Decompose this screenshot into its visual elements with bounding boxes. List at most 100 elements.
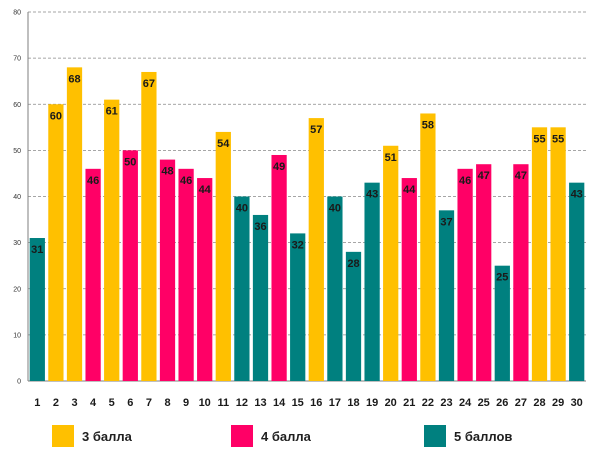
x-tick-label: 10	[199, 397, 211, 409]
x-tick-label: 25	[478, 397, 490, 409]
x-tick-label: 22	[422, 397, 434, 409]
bar	[197, 178, 213, 381]
bar	[29, 238, 45, 381]
data-label: 40	[236, 203, 248, 215]
x-tick-label: 1	[34, 397, 40, 409]
legend-swatch-5	[424, 425, 446, 447]
data-label: 36	[254, 221, 266, 233]
x-tick-label: 5	[109, 397, 115, 409]
bar	[85, 168, 101, 381]
x-tick-label: 21	[403, 397, 415, 409]
bar	[438, 210, 455, 381]
bar	[159, 159, 176, 381]
data-label: 55	[533, 133, 545, 145]
data-label: 40	[329, 203, 341, 215]
y-tick-label: 0	[17, 379, 21, 386]
bar	[569, 182, 585, 381]
x-tick-label: 14	[273, 397, 286, 409]
y-tick-label: 60	[13, 102, 21, 109]
y-tick-label: 70	[13, 56, 21, 63]
x-tick-label: 16	[310, 397, 322, 409]
data-label: 47	[478, 170, 490, 182]
legend-item-5: 5 баллов	[424, 424, 512, 448]
y-tick-label: 40	[13, 194, 21, 201]
bar	[383, 145, 399, 381]
x-tick-label: 23	[440, 397, 452, 409]
legend-label-4: 4 балла	[261, 428, 311, 444]
y-tick-label: 30	[13, 240, 21, 247]
bar	[494, 265, 510, 381]
legend-swatch-3	[52, 425, 74, 447]
data-label: 43	[366, 189, 378, 201]
bar	[66, 67, 83, 381]
data-label: 44	[199, 184, 212, 196]
data-label: 67	[143, 78, 155, 90]
data-label: 57	[310, 124, 322, 136]
x-tick-label: 30	[571, 397, 583, 409]
bar	[178, 168, 194, 381]
legend-label-3: 3 балла	[82, 428, 132, 444]
legend-item-3: 3 балла	[52, 424, 132, 448]
legend-label-5: 5 баллов	[454, 428, 513, 444]
bar	[513, 164, 529, 381]
y-tick-label: 80	[13, 10, 21, 17]
bar	[290, 233, 306, 381]
x-tick-label: 6	[127, 397, 133, 409]
data-label: 47	[515, 170, 527, 182]
data-label: 37	[440, 216, 452, 228]
x-tick-label: 4	[90, 397, 97, 409]
bar	[48, 104, 64, 381]
bar	[122, 150, 138, 381]
bar	[364, 182, 380, 381]
data-label: 46	[87, 175, 99, 187]
x-tick-label: 12	[236, 397, 248, 409]
bar	[308, 118, 324, 382]
data-label: 51	[385, 152, 397, 164]
x-tick-label: 18	[347, 397, 359, 409]
bar	[327, 196, 343, 381]
data-label: 46	[180, 175, 192, 187]
x-tick-label: 24	[459, 397, 472, 409]
data-label: 68	[68, 73, 80, 85]
bar	[234, 196, 250, 381]
data-label: 61	[106, 106, 118, 118]
x-tick-label: 20	[385, 397, 397, 409]
x-tick-label: 17	[329, 397, 341, 409]
bar	[345, 251, 362, 381]
x-tick-label: 19	[366, 397, 378, 409]
x-tick-label: 29	[552, 397, 564, 409]
data-label: 43	[571, 189, 583, 201]
data-label: 32	[292, 239, 304, 251]
x-tick-label: 11	[217, 397, 229, 409]
bar	[531, 127, 548, 381]
x-tick-label: 9	[183, 397, 189, 409]
data-label: 49	[273, 161, 285, 173]
bar	[104, 99, 120, 381]
x-tick-label: 15	[292, 397, 304, 409]
bar	[550, 127, 566, 381]
bar	[420, 113, 436, 381]
data-label: 44	[403, 184, 416, 196]
data-label: 50	[124, 156, 136, 168]
data-label: 48	[161, 166, 173, 178]
bar	[401, 178, 417, 381]
x-tick-label: 7	[146, 397, 152, 409]
legend-item-4: 4 балла	[231, 424, 311, 448]
bar	[271, 154, 287, 381]
data-label: 31	[31, 244, 43, 256]
data-label: 54	[217, 138, 230, 150]
bar	[476, 164, 492, 381]
x-tick-label: 8	[164, 397, 170, 409]
bar	[141, 71, 157, 382]
data-label: 58	[422, 119, 434, 131]
bar	[215, 131, 231, 381]
data-label: 60	[50, 110, 62, 122]
x-tick-label: 28	[533, 397, 545, 409]
data-label: 55	[552, 133, 564, 145]
y-tick-label: 20	[13, 286, 21, 293]
y-tick-label: 10	[13, 332, 21, 339]
bar	[457, 168, 473, 381]
x-tick-label: 3	[71, 397, 77, 409]
y-tick-label: 50	[13, 148, 21, 155]
